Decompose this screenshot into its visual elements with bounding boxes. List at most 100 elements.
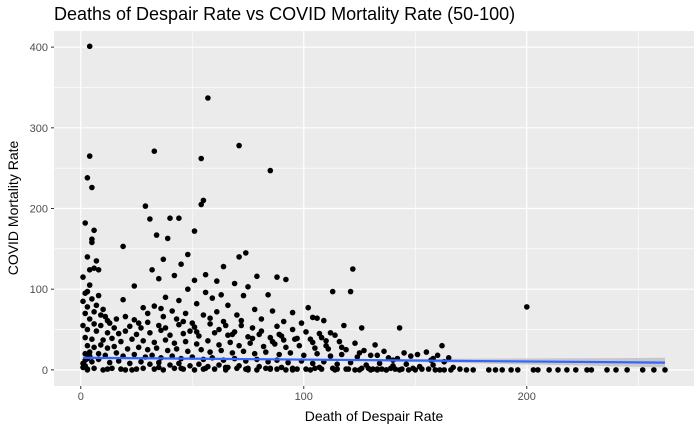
trend-line-path: [82, 356, 666, 364]
data-point: [307, 367, 314, 373]
data-point: [151, 339, 158, 346]
data-point: [89, 184, 95, 191]
data-point: [439, 342, 445, 349]
data-point: [193, 341, 200, 347]
data-point: [267, 167, 274, 174]
data-point: [403, 361, 410, 368]
data-point: [151, 303, 158, 309]
data-point: [247, 340, 253, 347]
data-point: [274, 366, 280, 372]
data-point: [345, 366, 352, 372]
data-point: [164, 347, 171, 354]
data-point: [80, 322, 86, 329]
data-point: [169, 308, 175, 314]
data-point: [91, 321, 97, 327]
data-point: [173, 346, 180, 352]
data-point: [124, 346, 131, 352]
data-point: [84, 254, 91, 260]
data-point: [492, 367, 499, 373]
data-point: [135, 344, 142, 351]
data-point: [231, 280, 238, 287]
data-point: [651, 367, 657, 373]
data-point: [91, 265, 97, 272]
data-point: [276, 351, 283, 358]
data-point: [361, 347, 367, 354]
data-point: [289, 367, 296, 373]
data-point: [222, 322, 229, 329]
data-point: [176, 360, 182, 367]
data-point: [312, 345, 318, 351]
data-point: [358, 325, 365, 331]
data-point: [584, 367, 590, 373]
data-point: [140, 304, 146, 311]
data-point: [383, 367, 390, 373]
data-point: [639, 367, 646, 373]
data-point: [374, 367, 381, 373]
data-point: [352, 340, 358, 347]
data-point: [240, 292, 247, 299]
data-point: [187, 328, 193, 334]
data-point: [198, 201, 204, 208]
data-point: [269, 338, 276, 345]
data-point: [535, 367, 541, 373]
data-point: [95, 292, 102, 299]
data-point: [89, 336, 95, 343]
data-point: [162, 325, 169, 331]
data-point: [82, 290, 88, 297]
data-point: [86, 349, 93, 355]
data-point: [158, 305, 164, 312]
data-point: [120, 296, 126, 303]
data-point: [365, 365, 372, 372]
data-point: [98, 312, 104, 318]
data-point: [140, 338, 146, 344]
data-point: [84, 326, 91, 333]
data-point: [347, 288, 354, 295]
data-point: [280, 318, 287, 325]
data-point: [131, 283, 138, 289]
data-point: [178, 261, 184, 268]
data-point: [160, 313, 167, 320]
data-point: [381, 348, 387, 355]
data-point: [82, 363, 88, 369]
data-point: [245, 334, 251, 340]
data-point: [138, 325, 144, 331]
data-point: [318, 366, 325, 372]
data-point: [171, 340, 178, 347]
data-point: [104, 317, 111, 324]
chart-title: Deaths of Despair Rate vs COVID Mortalit…: [54, 4, 515, 24]
data-point: [133, 366, 140, 372]
data-point: [486, 367, 492, 373]
data-point: [216, 362, 222, 368]
data-point: [249, 325, 256, 331]
data-point: [441, 367, 448, 373]
data-point: [379, 366, 385, 372]
data-point: [289, 309, 296, 316]
data-point: [191, 228, 198, 234]
y-tick-label: 400: [30, 42, 48, 54]
data-point: [82, 220, 88, 226]
data-point: [193, 300, 200, 307]
data-point: [546, 367, 552, 373]
data-point: [314, 350, 320, 357]
data-point: [156, 322, 162, 329]
data-point: [396, 325, 403, 331]
data-point: [185, 348, 191, 355]
data-point: [93, 328, 100, 334]
data-point: [149, 352, 155, 359]
data-point: [122, 313, 129, 320]
data-point: [376, 360, 383, 367]
data-point: [662, 367, 668, 373]
data-point: [564, 367, 570, 373]
data-point: [160, 367, 167, 373]
data-point: [202, 271, 209, 278]
data-point: [236, 142, 242, 149]
data-point: [193, 329, 200, 335]
data-point: [463, 367, 470, 373]
data-point: [374, 352, 381, 359]
data-point: [113, 316, 120, 322]
data-point: [167, 332, 173, 339]
data-point: [113, 350, 120, 356]
data-point: [274, 323, 280, 330]
data-point: [573, 367, 579, 373]
